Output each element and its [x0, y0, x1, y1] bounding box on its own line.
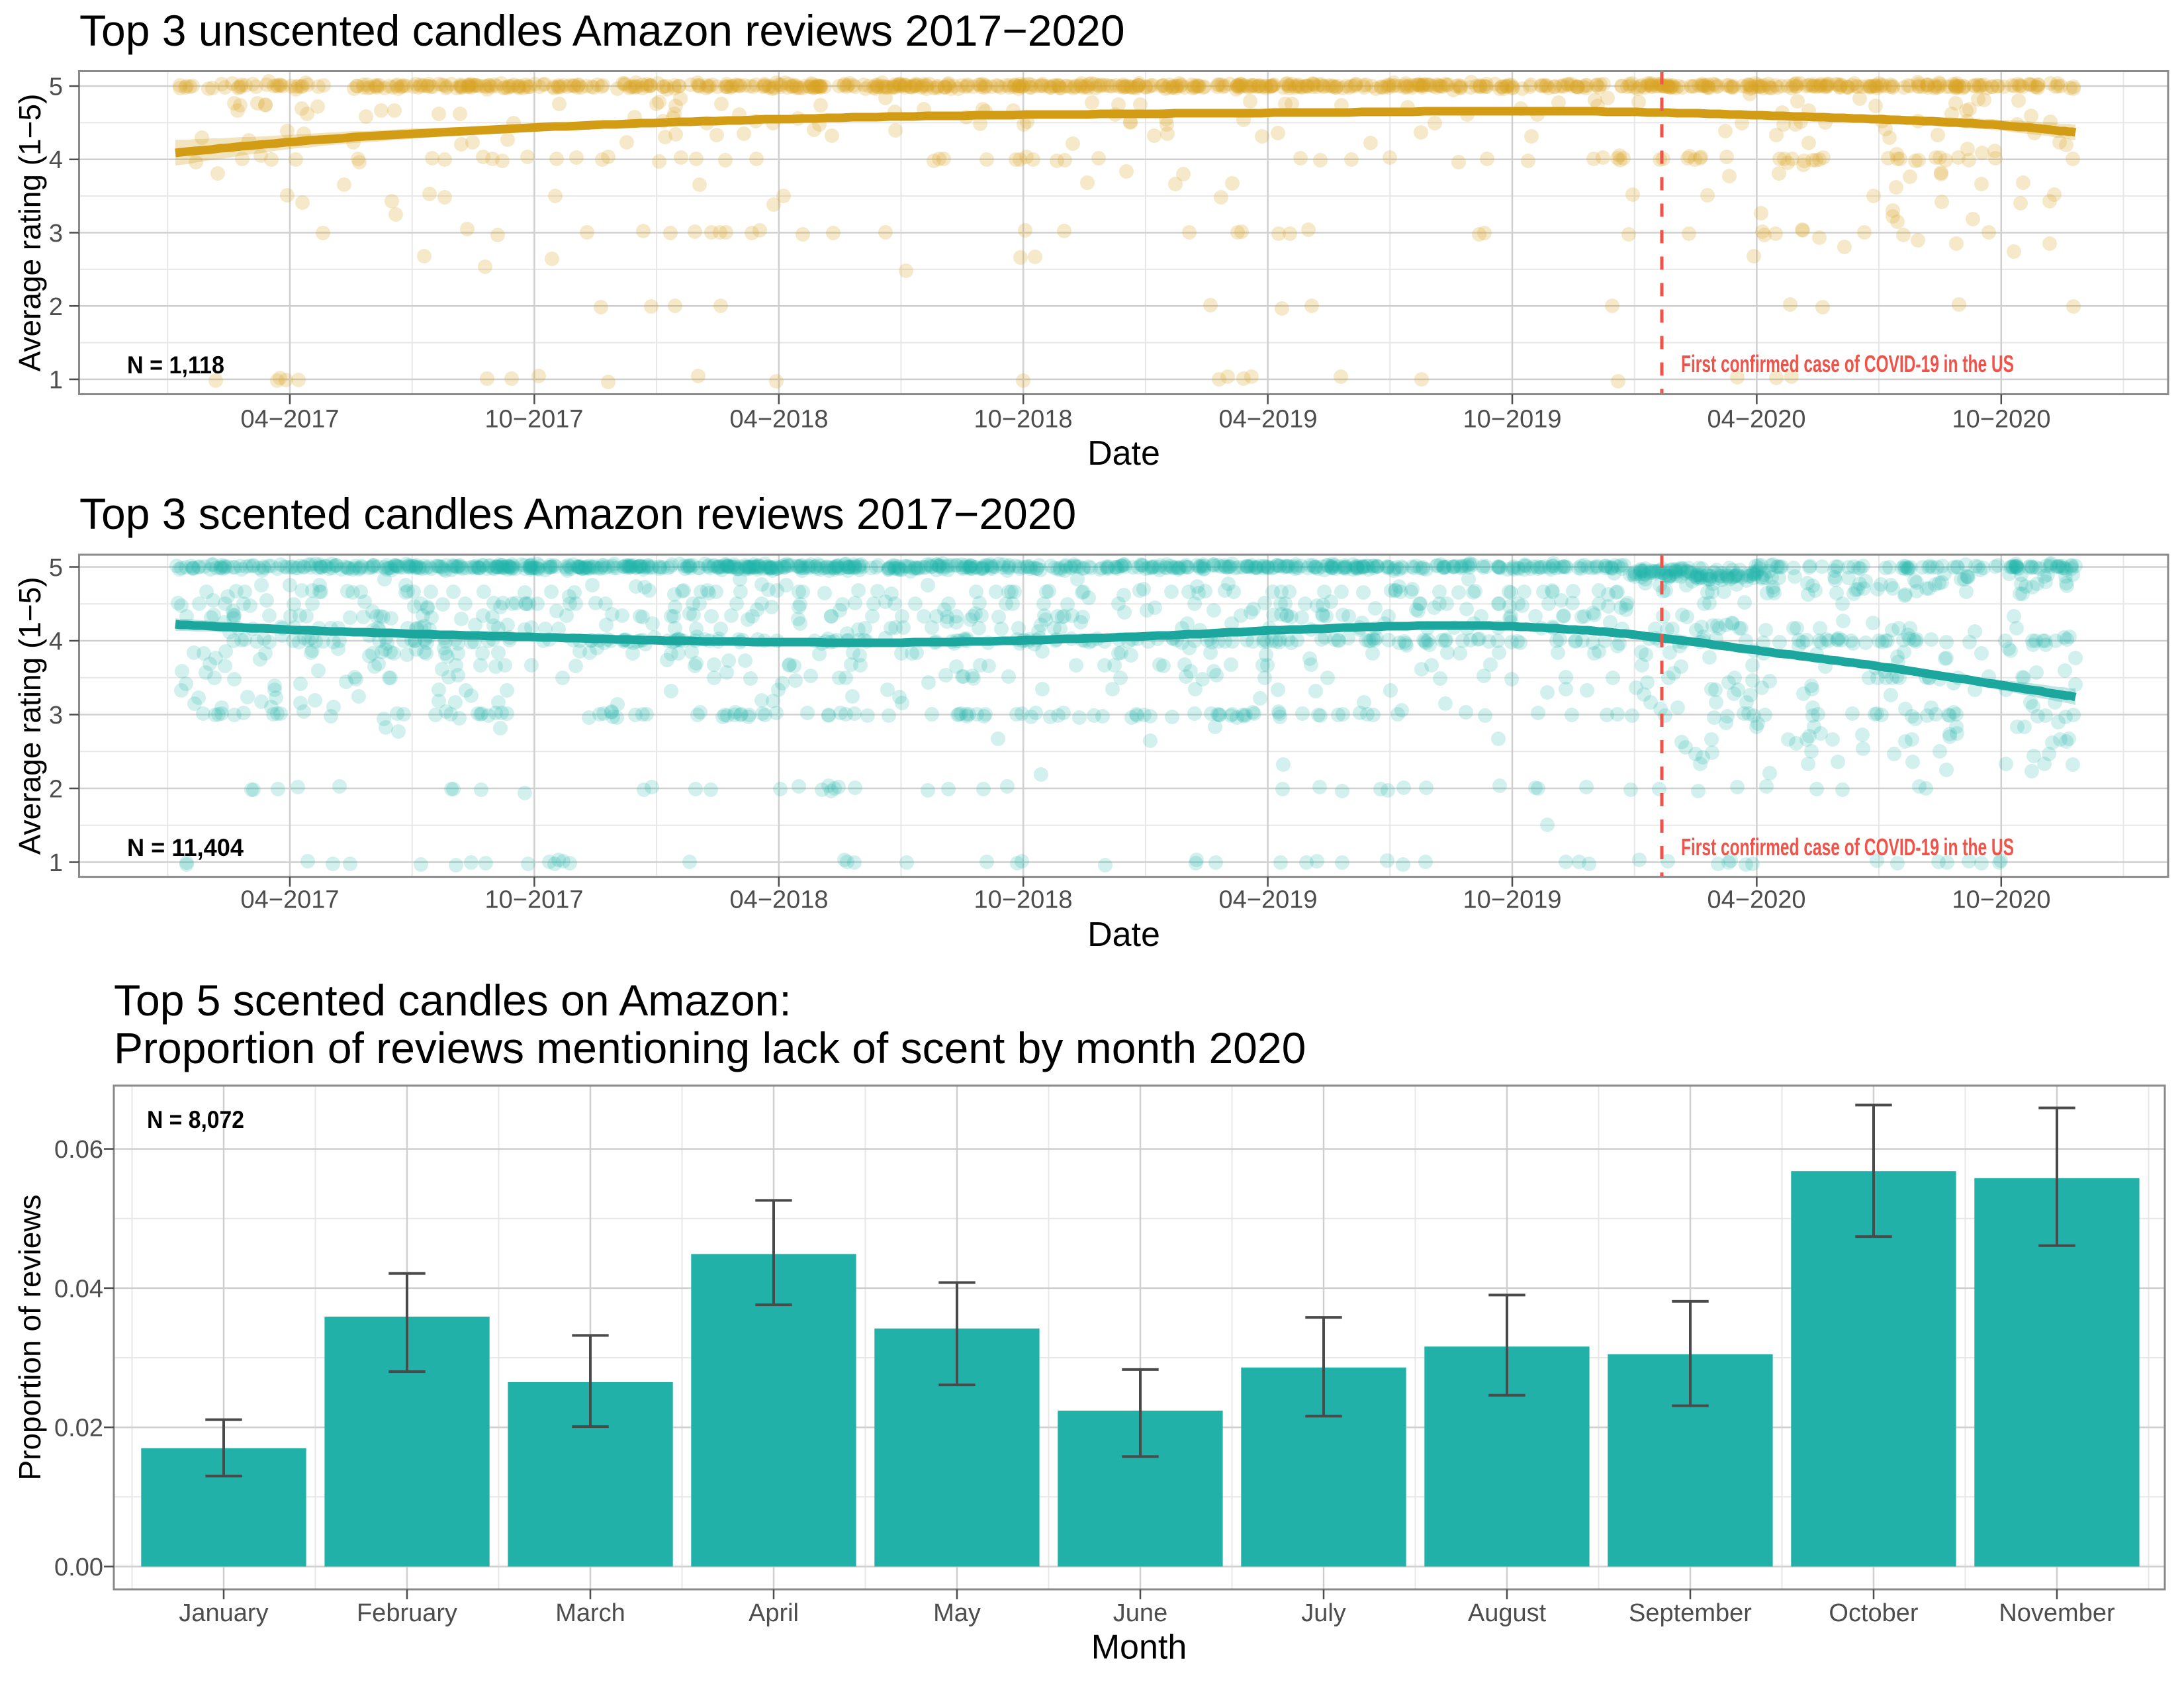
svg-text:February: February [357, 1599, 457, 1627]
svg-text:10−2017: 10−2017 [485, 886, 584, 914]
svg-text:2: 2 [49, 293, 63, 321]
svg-text:10−2019: 10−2019 [1463, 886, 1562, 914]
svg-text:04−2020: 04−2020 [1707, 886, 1806, 914]
svg-text:3: 3 [49, 220, 63, 248]
svg-text:Proportion of reviews: Proportion of reviews [13, 1194, 47, 1480]
svg-text:04−2019: 04−2019 [1219, 886, 1318, 914]
svg-text:First confirmed case of COVID-: First confirmed case of COVID-19 in the … [1681, 350, 2014, 377]
svg-text:5: 5 [49, 73, 63, 101]
svg-text:January: January [179, 1599, 268, 1627]
svg-text:Proportion of reviews mentioni: Proportion of reviews mentioning lack of… [114, 1023, 1306, 1072]
svg-text:September: September [1629, 1599, 1752, 1627]
svg-text:First confirmed case of COVID-: First confirmed case of COVID-19 in the … [1681, 833, 2014, 861]
svg-text:0.02: 0.02 [54, 1415, 103, 1442]
svg-text:Month: Month [1091, 1628, 1187, 1667]
svg-text:Average rating (1−5): Average rating (1−5) [13, 94, 47, 372]
svg-text:04−2017: 04−2017 [241, 406, 340, 434]
svg-text:04−2020: 04−2020 [1707, 406, 1806, 434]
svg-text:04−2017: 04−2017 [241, 886, 340, 914]
svg-text:04−2018: 04−2018 [730, 886, 829, 914]
svg-text:November: November [1999, 1599, 2115, 1627]
svg-text:2: 2 [49, 776, 63, 804]
svg-text:10−2020: 10−2020 [1952, 406, 2051, 434]
svg-text:0.04: 0.04 [54, 1275, 103, 1303]
svg-text:N = 8,072: N = 8,072 [147, 1106, 244, 1133]
svg-text:April: April [749, 1599, 799, 1627]
svg-text:4: 4 [49, 628, 63, 656]
svg-text:0.00: 0.00 [54, 1554, 103, 1581]
svg-text:10−2018: 10−2018 [974, 406, 1073, 434]
svg-text:04−2018: 04−2018 [730, 406, 829, 434]
svg-text:10−2018: 10−2018 [974, 886, 1073, 914]
svg-text:10−2019: 10−2019 [1463, 406, 1562, 434]
svg-text:Date: Date [1087, 434, 1160, 473]
svg-text:04−2019: 04−2019 [1219, 406, 1318, 434]
svg-text:Top 3 unscented candles Amazon: Top 3 unscented candles Amazon reviews 2… [79, 6, 1125, 55]
svg-text:1: 1 [49, 849, 63, 877]
svg-text:Date: Date [1087, 915, 1160, 954]
svg-text:3: 3 [49, 702, 63, 729]
svg-text:10−2017: 10−2017 [485, 406, 584, 434]
svg-text:Average rating (1−5): Average rating (1−5) [13, 577, 47, 855]
svg-text:N = 1,118: N = 1,118 [127, 352, 224, 379]
svg-text:4: 4 [49, 146, 63, 174]
svg-text:May: May [933, 1599, 981, 1627]
svg-text:July: July [1301, 1599, 1346, 1627]
svg-text:March: March [555, 1599, 625, 1627]
svg-text:August: August [1468, 1599, 1547, 1627]
svg-text:Top 3 scented candles Amazon r: Top 3 scented candles Amazon reviews 201… [79, 489, 1076, 538]
svg-text:N = 11,404: N = 11,404 [127, 834, 244, 861]
svg-text:10−2020: 10−2020 [1952, 886, 2051, 914]
svg-text:Top 5 scented candles on Amazo: Top 5 scented candles on Amazon: [114, 976, 792, 1025]
svg-text:October: October [1829, 1599, 1919, 1627]
svg-text:June: June [1113, 1599, 1167, 1627]
svg-text:0.06: 0.06 [54, 1136, 103, 1164]
svg-text:5: 5 [49, 554, 63, 582]
svg-text:1: 1 [49, 367, 63, 395]
